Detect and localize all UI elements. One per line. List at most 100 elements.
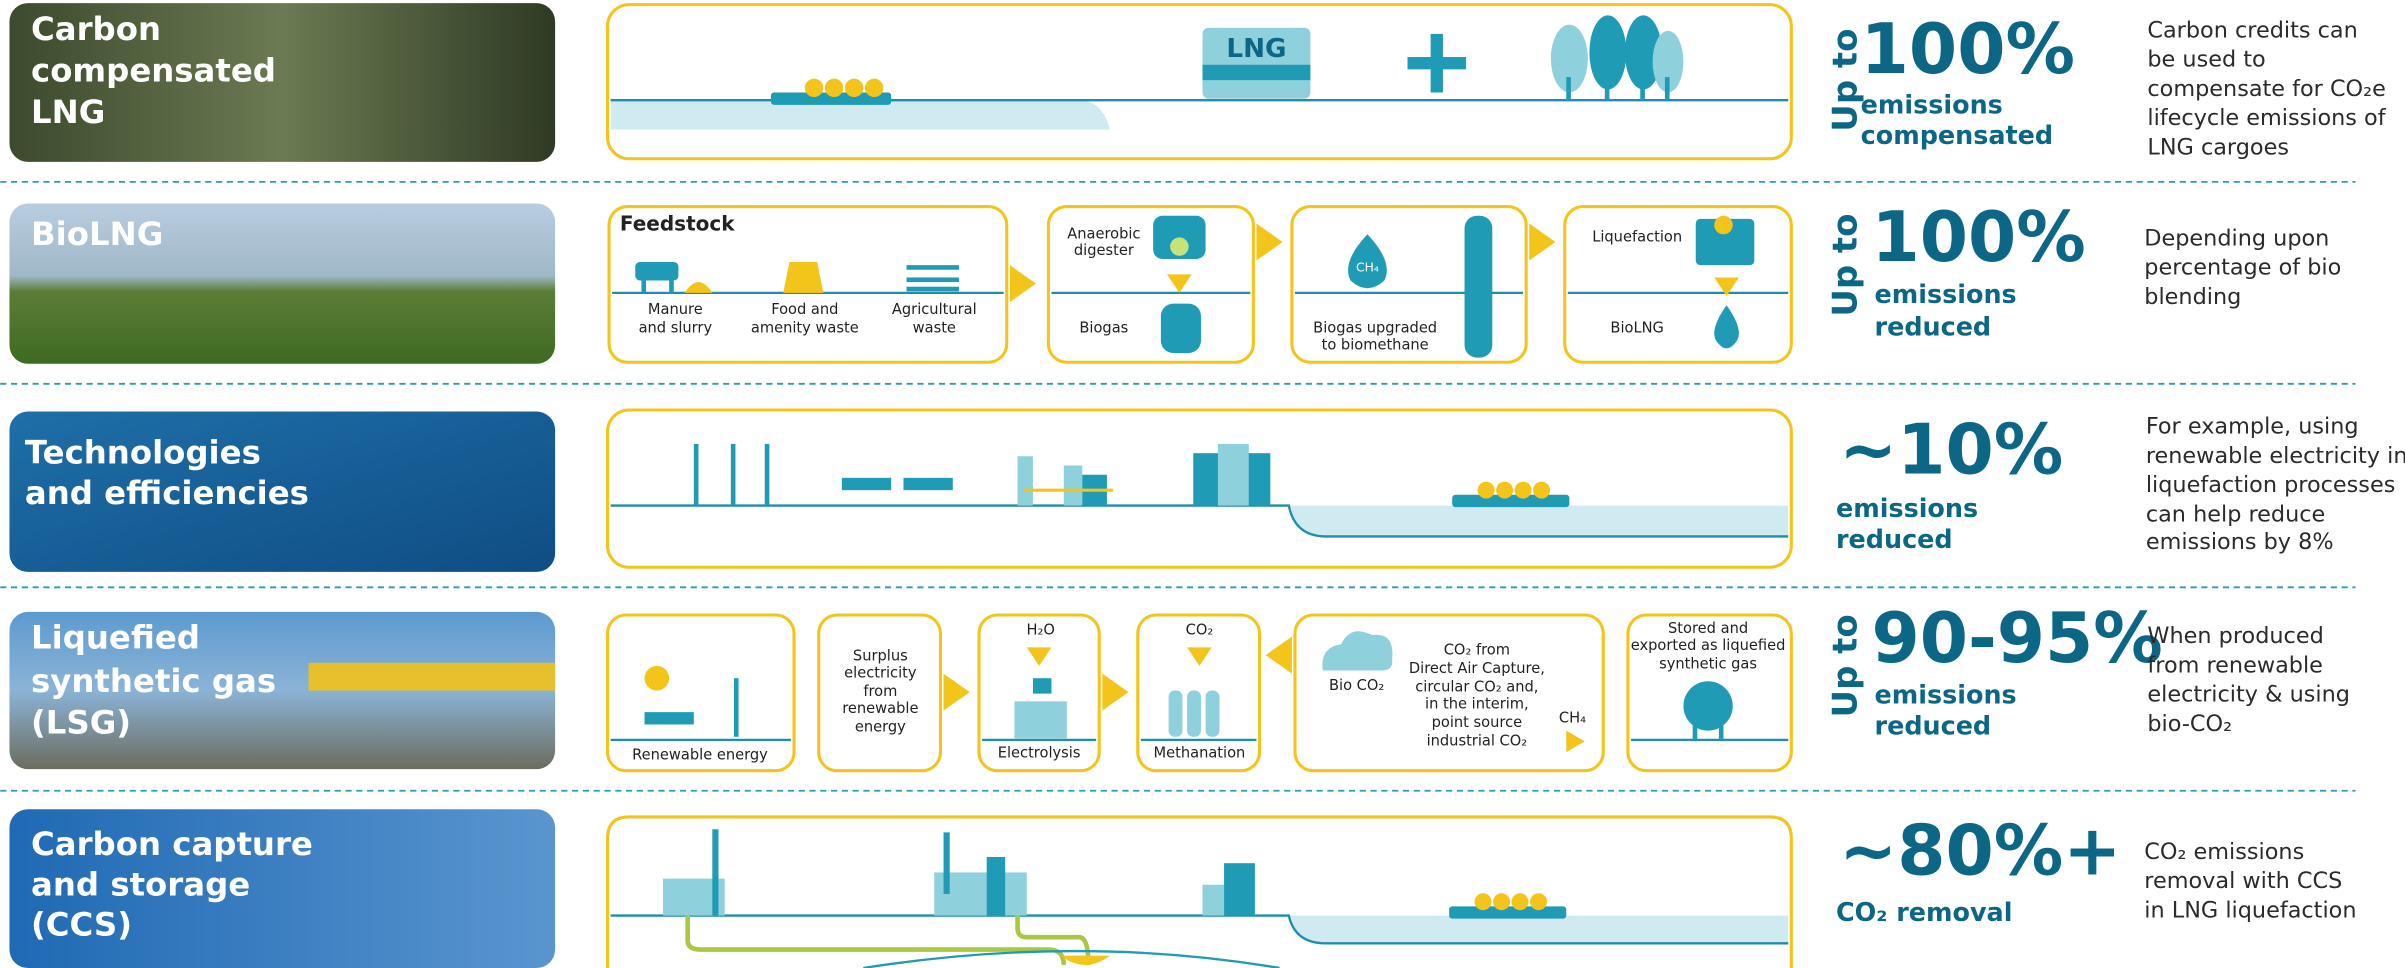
icon-shape bbox=[1203, 885, 1225, 916]
row-carbon-compensated: Carbon compensated LNG LNG Up to 100% em… bbox=[9, 3, 2386, 162]
diagram-label: Biogas upgraded bbox=[1313, 319, 1437, 336]
diagram-label: CH₄ bbox=[1559, 709, 1586, 726]
icon-shape bbox=[1018, 456, 1033, 505]
icon-shape bbox=[1014, 701, 1066, 738]
icon-shape bbox=[944, 674, 970, 711]
diagram-label: exported as liquefied bbox=[1631, 637, 1786, 654]
diagram-label: to biomethane bbox=[1322, 336, 1429, 353]
row-label: and efficiencies bbox=[25, 474, 309, 512]
stat-value: ~10% bbox=[1839, 411, 2063, 491]
icon-shape bbox=[1478, 482, 1495, 499]
row-label: Technologies bbox=[25, 434, 261, 472]
icon-shape bbox=[1033, 678, 1051, 693]
diagram-label: LNG bbox=[1226, 34, 1286, 64]
icon-shape bbox=[1170, 237, 1188, 255]
description: CO₂ emissions bbox=[2144, 839, 2304, 865]
diagram-label: energy bbox=[855, 719, 906, 736]
stat-prefix: Up to bbox=[1825, 614, 1864, 717]
icon-shape bbox=[1719, 721, 1724, 739]
icon-shape bbox=[1693, 721, 1698, 739]
diagram-label: Food and bbox=[771, 301, 838, 318]
icon-shape bbox=[825, 79, 843, 97]
diagram-label: Surplus bbox=[853, 648, 908, 665]
icon-shape bbox=[641, 281, 646, 293]
icon-shape bbox=[1010, 265, 1036, 302]
stat-value: ~80%+ bbox=[1839, 812, 2121, 892]
icon-shape bbox=[1064, 466, 1082, 506]
icon-shape bbox=[783, 262, 823, 293]
row-lsg: Liquefied synthetic gas (LSG) Renewable … bbox=[9, 599, 2350, 771]
row-label: Carbon capture bbox=[31, 825, 313, 863]
icon-shape bbox=[1533, 482, 1550, 499]
description: bio-CO₂ bbox=[2147, 711, 2232, 737]
description: be used to bbox=[2147, 47, 2265, 73]
diagram-label: Methanation bbox=[1154, 745, 1246, 762]
icon-shape bbox=[907, 265, 959, 291]
row-label: LNG bbox=[31, 93, 105, 131]
stat-caption: CO₂ removal bbox=[1836, 897, 2012, 927]
icon-shape bbox=[1408, 57, 1467, 69]
stat-value: 100% bbox=[1871, 198, 2085, 278]
stat-prefix: Up to bbox=[1825, 29, 1864, 132]
icon-shape bbox=[1512, 893, 1529, 910]
diagram-label: Electrolysis bbox=[998, 745, 1081, 762]
icon-shape bbox=[903, 478, 952, 490]
icon-shape bbox=[907, 287, 959, 292]
stat-caption: compensated bbox=[1861, 120, 2053, 150]
row-label: (LSG) bbox=[31, 703, 131, 741]
diagram-label: Feedstock bbox=[620, 212, 735, 236]
icon-shape bbox=[987, 857, 1005, 916]
diagram-label: Biogas bbox=[1079, 319, 1128, 336]
diagram-label: CO₂ from bbox=[1444, 641, 1510, 658]
page: Carbon compensated LNG LNG Up to 100% em… bbox=[0, 0, 2405, 968]
icon-shape bbox=[865, 79, 883, 97]
row-label: Liquefied bbox=[31, 619, 200, 657]
stat-caption: reduced bbox=[1875, 711, 1992, 741]
icon-shape bbox=[1218, 444, 1249, 506]
icon-shape bbox=[1161, 304, 1201, 353]
icon-shape bbox=[907, 265, 959, 270]
icon-shape bbox=[1566, 77, 1571, 100]
icon-shape bbox=[842, 478, 891, 490]
description: electricity & using bbox=[2147, 682, 2350, 708]
icon-shape bbox=[1102, 674, 1128, 711]
icon-shape bbox=[731, 444, 736, 506]
row-label: and storage bbox=[31, 865, 250, 903]
stat-caption: emissions bbox=[1836, 493, 1978, 523]
diagram-label: Renewable energy bbox=[632, 746, 768, 763]
icon-shape bbox=[1289, 916, 1788, 944]
icon-shape bbox=[1530, 893, 1547, 910]
diagram-label: BioLNG bbox=[1610, 319, 1663, 336]
icon-shape bbox=[907, 277, 959, 282]
diagram-label: Direct Air Capture, bbox=[1409, 660, 1545, 677]
diagram-label: renewable bbox=[842, 700, 918, 717]
icon-shape bbox=[1187, 691, 1201, 737]
icon-shape bbox=[1515, 482, 1532, 499]
diagram-label: CH₄ bbox=[1356, 261, 1379, 275]
stat-value: 90-95% bbox=[1871, 599, 2162, 679]
diagram-label: circular CO₂ and, bbox=[1415, 678, 1538, 695]
stat-caption: emissions bbox=[1861, 89, 2003, 119]
icon-shape bbox=[1493, 893, 1510, 910]
icon-shape bbox=[1665, 77, 1670, 100]
icon-shape bbox=[1203, 65, 1311, 80]
icon-shape bbox=[1465, 216, 1493, 358]
icon-shape bbox=[845, 79, 863, 97]
icon-shape bbox=[1640, 77, 1645, 100]
diagram-label: Agricultural bbox=[892, 301, 977, 318]
icon-shape bbox=[694, 444, 699, 506]
icon-shape bbox=[1475, 893, 1492, 910]
description: LNG cargoes bbox=[2147, 134, 2289, 160]
row-label: Carbon bbox=[31, 10, 161, 48]
diagram-label: industrial CO₂ bbox=[1427, 732, 1528, 749]
row-ccs: Carbon capture and storage (CCS) ~80%+ C… bbox=[9, 809, 2356, 968]
diagram-label: Liquefaction bbox=[1592, 228, 1682, 245]
row-label: (CCS) bbox=[31, 905, 132, 943]
diagram-label: digester bbox=[1074, 242, 1135, 259]
icon-shape bbox=[765, 444, 770, 506]
diagram-label: Manure bbox=[648, 301, 703, 318]
infographic: Carbon compensated LNG LNG Up to 100% em… bbox=[0, 0, 2405, 968]
diagram-box bbox=[608, 817, 1792, 968]
row-technologies: Technologies and efficiencies ~10% emiss… bbox=[9, 410, 2405, 572]
stat-caption: reduced bbox=[1836, 524, 1953, 554]
